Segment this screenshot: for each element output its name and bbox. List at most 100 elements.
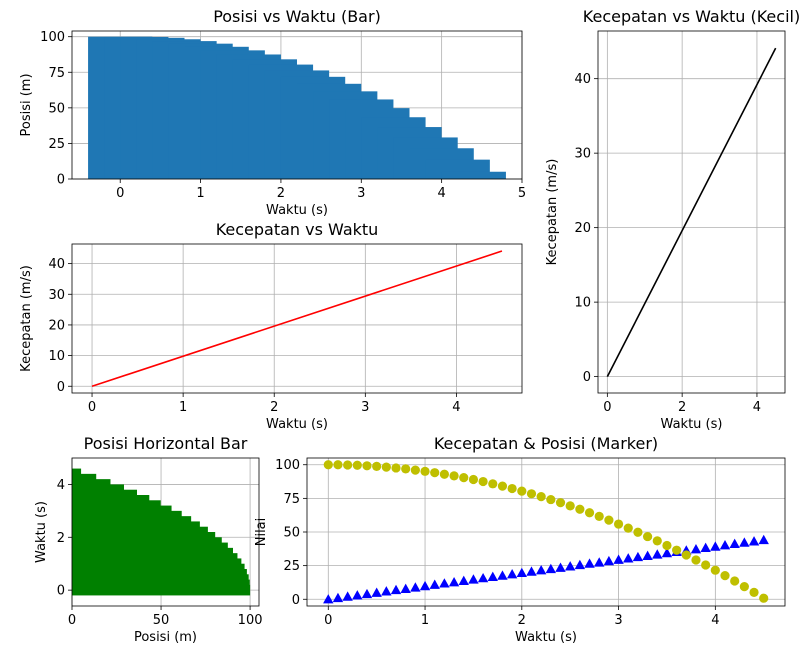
x-tick-label: 2 bbox=[277, 186, 285, 201]
plot-area bbox=[88, 36, 506, 179]
plot-area bbox=[72, 468, 251, 596]
scatter-point bbox=[565, 501, 575, 511]
y-axis-label: Kecepatan (m/s) bbox=[545, 159, 560, 266]
x-tick-label: 2 bbox=[270, 400, 278, 415]
scatter-point bbox=[420, 466, 430, 476]
x-tick-label: 3 bbox=[361, 400, 369, 415]
x-tick-label: 0 bbox=[68, 613, 76, 628]
y-tick-label: 2 bbox=[57, 531, 65, 546]
scatter-point bbox=[488, 479, 498, 489]
x-tick-label: 4 bbox=[753, 400, 761, 415]
x-tick-label: 4 bbox=[711, 613, 719, 628]
scatter-point bbox=[401, 464, 411, 474]
y-tick-label: 20 bbox=[48, 318, 65, 333]
y-tick-label: 25 bbox=[283, 559, 300, 574]
series-line bbox=[606, 47, 777, 377]
x-axis-label: Waktu (s) bbox=[661, 417, 723, 432]
x-axis-label: Posisi (m) bbox=[134, 630, 197, 645]
scatter-point bbox=[487, 571, 498, 581]
x-tick-label: 5 bbox=[518, 186, 526, 201]
scatter-point bbox=[497, 481, 508, 491]
x-tick-label: 3 bbox=[614, 613, 622, 628]
y-axis-label: Kecepatan (m/s) bbox=[19, 265, 34, 372]
scatter-point bbox=[343, 460, 353, 470]
scatter-point bbox=[710, 541, 721, 551]
y-tick-label: 10 bbox=[574, 296, 591, 311]
scatter-point bbox=[439, 469, 450, 479]
chart-title: Kecepatan & Posisi (Marker) bbox=[434, 434, 658, 453]
axes-frame bbox=[597, 30, 786, 394]
scatter-point bbox=[458, 575, 469, 585]
y-tick-label: 20 bbox=[574, 221, 591, 236]
scatter-point bbox=[633, 527, 643, 537]
y-tick-label: 100 bbox=[275, 458, 300, 473]
scatter-point bbox=[439, 578, 450, 588]
x-tick-label: 0 bbox=[88, 400, 96, 415]
x-tick-label: 1 bbox=[421, 613, 429, 628]
scatter-point bbox=[352, 590, 363, 600]
scatter-point bbox=[468, 574, 479, 584]
scatter-point bbox=[710, 565, 720, 575]
scatter-point bbox=[681, 550, 691, 560]
scatter-point bbox=[448, 576, 460, 587]
scatter-point bbox=[342, 591, 353, 601]
x-tick-label: 2 bbox=[678, 400, 686, 415]
scatter-point bbox=[652, 549, 663, 559]
y-tick-label: 4 bbox=[57, 478, 65, 493]
scatter-point bbox=[352, 460, 362, 470]
scatter-point bbox=[690, 544, 702, 554]
scatter-point bbox=[604, 515, 614, 525]
scatter-point bbox=[642, 531, 653, 542]
scatter-point bbox=[613, 519, 624, 529]
scatter-point bbox=[381, 586, 392, 596]
scatter-point bbox=[506, 569, 518, 579]
axes-frame bbox=[71, 243, 523, 394]
scatter-point bbox=[564, 561, 576, 571]
scatter-point bbox=[536, 492, 546, 502]
scatter-point bbox=[390, 584, 402, 595]
scatter-point bbox=[361, 588, 373, 599]
scatter-point bbox=[323, 594, 334, 604]
scatter-point bbox=[391, 463, 401, 473]
scatter-point bbox=[672, 545, 682, 555]
axes-frame bbox=[71, 30, 523, 180]
y-tick-label: 50 bbox=[48, 101, 65, 116]
scatter-point bbox=[729, 538, 740, 548]
scatter-point bbox=[574, 559, 586, 570]
y-tick-label: 40 bbox=[574, 72, 591, 87]
scatter-point bbox=[613, 554, 624, 564]
x-tick-label: 4 bbox=[452, 400, 460, 415]
scatter-point bbox=[477, 572, 489, 583]
scatter-point bbox=[459, 473, 469, 483]
scatter-point bbox=[546, 494, 556, 505]
x-tick-label: 0 bbox=[324, 613, 332, 628]
scatter-point bbox=[748, 536, 760, 546]
plot-area bbox=[91, 250, 503, 388]
scatter-point bbox=[555, 498, 566, 508]
scatter-point bbox=[739, 582, 749, 592]
y-tick-label: 25 bbox=[48, 137, 65, 152]
scatter-point bbox=[430, 468, 440, 478]
scatter-point bbox=[323, 460, 333, 470]
scatter-point bbox=[632, 551, 644, 562]
bar bbox=[441, 171, 506, 179]
scatter-point bbox=[652, 536, 662, 546]
x-tick-label: 4 bbox=[438, 186, 446, 201]
scatter-point bbox=[362, 461, 372, 471]
scatter-point bbox=[584, 558, 595, 568]
scatter-point bbox=[419, 580, 431, 591]
scatter-point bbox=[507, 483, 517, 494]
y-tick-label: 0 bbox=[57, 584, 65, 599]
scatter-point bbox=[371, 587, 382, 597]
x-tick-label: 2 bbox=[518, 613, 526, 628]
scatter-point bbox=[691, 555, 701, 565]
x-tick-label: 3 bbox=[357, 186, 365, 201]
chart-title: Posisi vs Waktu (Bar) bbox=[213, 7, 381, 26]
scatter-point bbox=[410, 465, 420, 475]
scatter-point bbox=[661, 547, 673, 558]
bar bbox=[72, 468, 82, 480]
series-line bbox=[91, 250, 503, 388]
scatter-point bbox=[575, 504, 585, 514]
